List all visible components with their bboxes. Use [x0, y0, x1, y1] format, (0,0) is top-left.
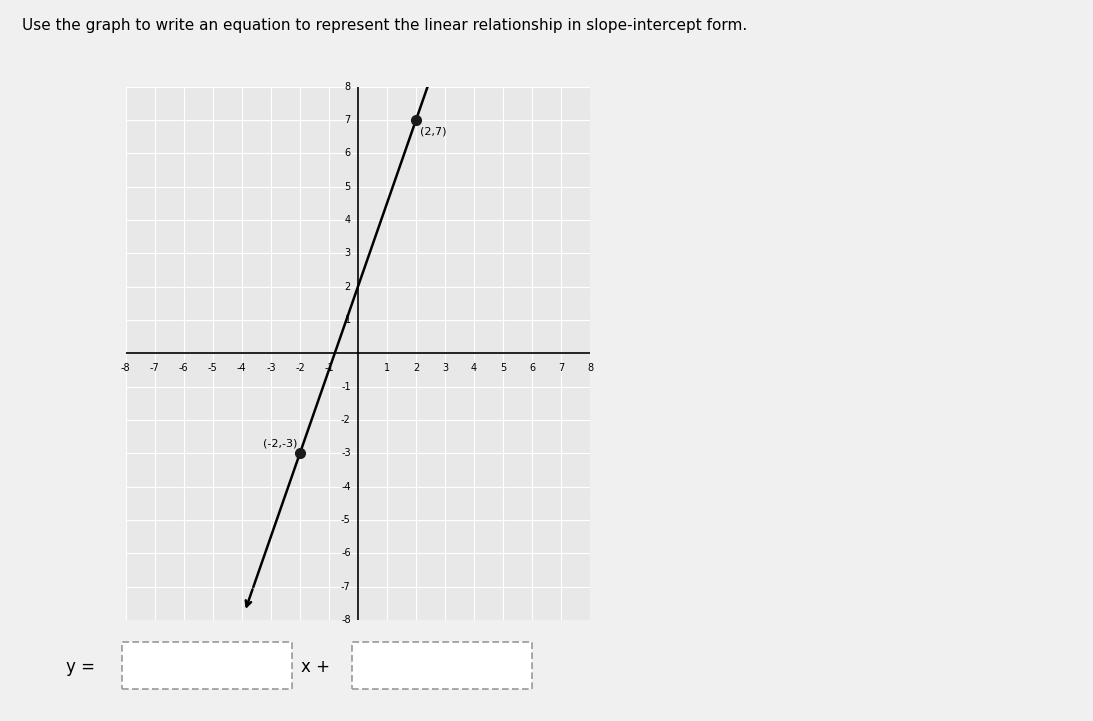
Text: -2: -2: [341, 415, 351, 425]
Text: 5: 5: [344, 182, 351, 192]
Text: Use the graph to write an equation to represent the linear relationship in slope: Use the graph to write an equation to re…: [22, 18, 748, 33]
Text: 4: 4: [471, 363, 478, 373]
Text: (-2,-3): (-2,-3): [262, 438, 297, 448]
Text: -6: -6: [341, 549, 351, 558]
Text: 5: 5: [500, 363, 506, 373]
Text: 7: 7: [344, 115, 351, 125]
Text: -2: -2: [295, 363, 305, 373]
Text: 7: 7: [559, 363, 564, 373]
Text: (2,7): (2,7): [421, 127, 447, 136]
Text: 2: 2: [344, 282, 351, 291]
Text: -4: -4: [237, 363, 247, 373]
Text: 6: 6: [529, 363, 536, 373]
Text: 3: 3: [344, 248, 351, 258]
Text: 3: 3: [442, 363, 448, 373]
Text: -1: -1: [325, 363, 333, 373]
Text: 4: 4: [344, 215, 351, 225]
Text: -8: -8: [121, 363, 130, 373]
Text: -3: -3: [341, 448, 351, 459]
Text: -5: -5: [208, 363, 218, 373]
Text: 1: 1: [384, 363, 390, 373]
Text: x +: x +: [301, 658, 330, 676]
Text: 6: 6: [344, 149, 351, 158]
Text: -4: -4: [341, 482, 351, 492]
Text: 2: 2: [413, 363, 419, 373]
Text: -5: -5: [341, 515, 351, 525]
Text: -1: -1: [341, 381, 351, 392]
Text: 8: 8: [344, 81, 351, 92]
Text: 8: 8: [587, 363, 593, 373]
Text: -7: -7: [341, 582, 351, 592]
Text: -3: -3: [266, 363, 275, 373]
Text: 1: 1: [344, 315, 351, 325]
Text: y =: y =: [66, 658, 95, 676]
Text: -6: -6: [179, 363, 189, 373]
Text: -8: -8: [341, 615, 351, 625]
Text: -7: -7: [150, 363, 160, 373]
